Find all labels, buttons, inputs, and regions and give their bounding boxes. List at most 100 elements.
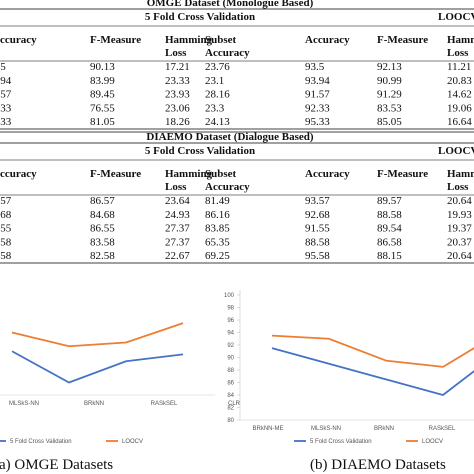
cell: 76.55 (90, 102, 115, 114)
cell: 5.57 (0, 89, 12, 101)
series-line (11, 322, 184, 348)
y-tick-label: 82 (227, 406, 234, 412)
column-header: Subset (205, 168, 237, 180)
legend-label: LOOCV (122, 439, 143, 445)
cell: 85.05 (377, 116, 402, 128)
cell: 83.58 (90, 236, 115, 248)
column-header: Loss (447, 47, 469, 59)
column-header: Hamming (165, 34, 213, 46)
cell: 20.64 (447, 195, 472, 207)
cell: 90.13 (90, 61, 115, 73)
column-header: F-Measure (90, 34, 141, 46)
cell: 92.33 (305, 102, 330, 114)
column-header: Accuracy (0, 168, 37, 180)
caption: (b) DIAEMO Datasets (310, 457, 446, 473)
column-header: Accuracy (205, 47, 250, 59)
cell: 93.57 (305, 195, 330, 207)
cell: 81.49 (205, 195, 230, 207)
cell: 3.58 (0, 236, 12, 248)
cell: 27.37 (165, 223, 190, 235)
cell: 89.54 (377, 223, 402, 235)
column-header: Subset (205, 34, 237, 46)
cell: 22.67 (165, 250, 190, 262)
cell: 23.93 (165, 89, 190, 101)
cell: 93.5 (305, 61, 325, 73)
column-header: Hamming (447, 34, 474, 46)
cell: 20.37 (447, 236, 472, 248)
column-header: Loss (447, 181, 469, 193)
y-tick-label: 98 (227, 306, 234, 312)
cell: 69.25 (205, 250, 230, 262)
cell: 89.45 (90, 89, 115, 101)
cell: 86.16 (205, 209, 230, 221)
cell: 95.58 (305, 250, 330, 262)
group-header: 5 Fold Cross Validation (145, 145, 255, 157)
cell: 92.13 (377, 61, 402, 73)
table-title: DIAEMO Dataset (Dialogue Based) (146, 131, 313, 143)
series-line (11, 350, 184, 384)
y-tick-label: 88 (227, 368, 234, 374)
group-header: 5 Fold Cross Validation (145, 11, 255, 23)
cell: 91.55 (305, 223, 330, 235)
legend-label: 5 Fold Cross Validation (310, 439, 372, 445)
y-tick-label: 100 (224, 293, 235, 299)
x-tick-label: RASkSEL (429, 426, 456, 432)
cell: 90.99 (377, 75, 402, 87)
legend-label: LOOCV (422, 439, 443, 445)
cell: 84.68 (90, 209, 115, 221)
column-header: Accuracy (305, 168, 350, 180)
cell: 88.58 (377, 209, 402, 221)
cell: 0.33 (0, 116, 12, 128)
cell: 18.26 (165, 116, 190, 128)
column-header: Accuracy (205, 181, 250, 193)
cell: 83.53 (377, 102, 402, 114)
caption: (a) OMGE Datasets (0, 457, 113, 473)
y-tick-label: 94 (227, 331, 234, 337)
cell: 95.33 (305, 116, 330, 128)
cell: 86.55 (90, 223, 115, 235)
cell: 24.13 (205, 116, 230, 128)
x-tick-label: RASkSEL (151, 401, 178, 407)
cell: 92.68 (305, 209, 330, 221)
column-header: Loss (165, 181, 187, 193)
cell: 88.15 (377, 250, 402, 262)
cell: 19.37 (447, 223, 472, 235)
cell: 23.06 (165, 102, 190, 114)
cell: 11.21 (447, 61, 471, 73)
y-tick-label: 84 (227, 393, 234, 399)
cell: 81.05 (90, 116, 115, 128)
cell: 8.68 (0, 209, 12, 221)
cell: 23.76 (205, 61, 230, 73)
column-header: Accuracy (305, 34, 350, 46)
cell: 27.37 (165, 236, 190, 248)
x-tick-label: BRkNN (374, 426, 394, 432)
cell: 23.33 (165, 75, 190, 87)
cell: 93.94 (305, 75, 330, 87)
series-line (271, 347, 474, 396)
cell: 1.57 (0, 195, 12, 207)
cell: 9.33 (0, 102, 12, 114)
cell: 20.64 (447, 250, 472, 262)
cell: 65.35 (205, 236, 230, 248)
column-header: Hamming (165, 168, 213, 180)
cell: 23.3 (205, 102, 225, 114)
cell: 88.58 (305, 236, 330, 248)
cell: 24.93 (165, 209, 190, 221)
column-header: F-Measure (90, 168, 141, 180)
x-tick-label: MLSkS-NN (311, 426, 341, 432)
cell: 0.5 (0, 61, 6, 73)
cell: 20.83 (447, 75, 472, 87)
column-header: Accuracy (0, 34, 37, 46)
cell: 83.85 (205, 223, 230, 235)
legend-label: 5 Fold Cross Validation (10, 439, 72, 445)
x-tick-label: MLSkS-NN (9, 401, 39, 407)
cell: 83.99 (90, 75, 115, 87)
group-header: LOOCV (438, 145, 474, 157)
cell: 23.64 (165, 195, 190, 207)
cell: 86.57 (90, 195, 115, 207)
cell: 82.58 (90, 250, 115, 262)
cell: 0.94 (0, 75, 12, 87)
column-header: F-Measure (377, 34, 428, 46)
cell: 89.57 (377, 195, 402, 207)
cell: 19.93 (447, 209, 472, 221)
